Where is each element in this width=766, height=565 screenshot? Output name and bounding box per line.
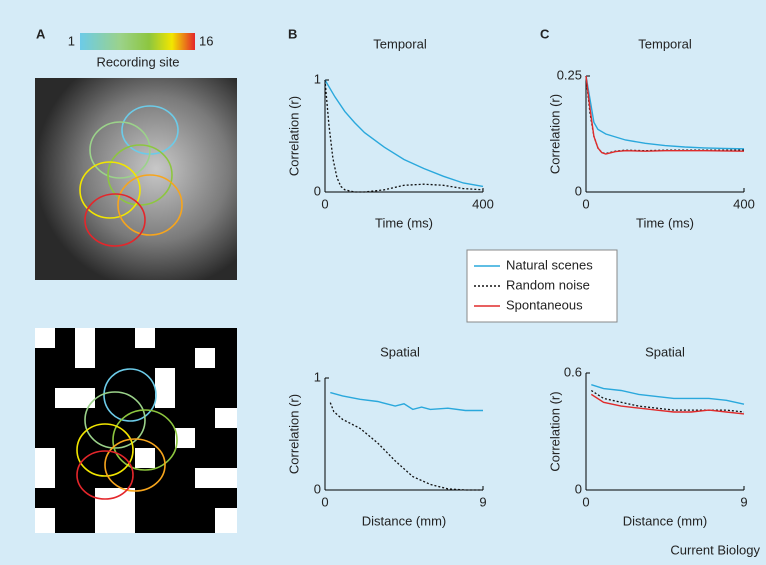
x-axis-label: Distance (mm) [362,513,447,528]
x-axis-label: Distance (mm) [623,513,708,528]
data-line [324,79,484,193]
y-tick-label: 0 [314,183,321,198]
y-tick-label: 1 [314,71,321,86]
x-tick-label: 0 [321,494,328,509]
x-axis-label: Time (ms) [375,215,433,230]
y-axis-label: Correlation (r) [547,391,562,471]
x-tick-label: 9 [479,494,486,509]
colorbar-label: Recording site [96,54,179,69]
x-tick-label: 400 [733,196,755,211]
colorbar-tick: 16 [199,33,213,48]
y-axis-label: Correlation (r) [547,94,562,174]
colorbar [80,33,195,50]
y-tick-label: 0.6 [564,364,582,379]
panel-label: B [288,26,297,41]
noise-image [35,328,237,533]
y-tick-label: 0 [575,183,582,198]
x-tick-label: 0 [582,494,589,509]
panel-label: C [540,26,550,41]
chart-title: Spatial [380,344,420,359]
x-axis-label: Time (ms) [636,215,694,230]
y-tick-label: 1 [314,369,321,384]
colorbar-tick: 1 [68,33,75,48]
x-tick-label: 400 [472,196,494,211]
legend-label: Natural scenes [506,257,593,272]
legend-label: Random noise [506,277,590,292]
x-tick-label: 0 [321,196,328,211]
x-tick-label: 0 [582,196,589,211]
panel-label: A [36,26,46,41]
chart-title: Temporal [638,36,692,51]
data-line [585,75,745,150]
data-line [329,402,483,491]
x-tick-label: 9 [740,494,747,509]
data-line [324,79,484,188]
legend-label: Spontaneous [506,297,583,312]
legend: Natural scenes Random noise Spontaneous [466,249,618,323]
y-tick-label: 0.25 [557,67,582,82]
source-credit: Current Biology [670,542,760,557]
y-axis-label: Correlation (r) [286,96,301,176]
data-line [591,384,745,405]
data-line [590,389,745,413]
chart-title: Temporal [373,36,427,51]
face-image [35,78,237,280]
y-tick-label: 0 [575,481,582,496]
y-axis-label: Correlation (r) [286,394,301,474]
data-line [590,393,745,415]
data-line [330,391,483,412]
y-tick-label: 0 [314,481,321,496]
chart-title: Spatial [645,344,685,359]
data-line [585,75,745,155]
